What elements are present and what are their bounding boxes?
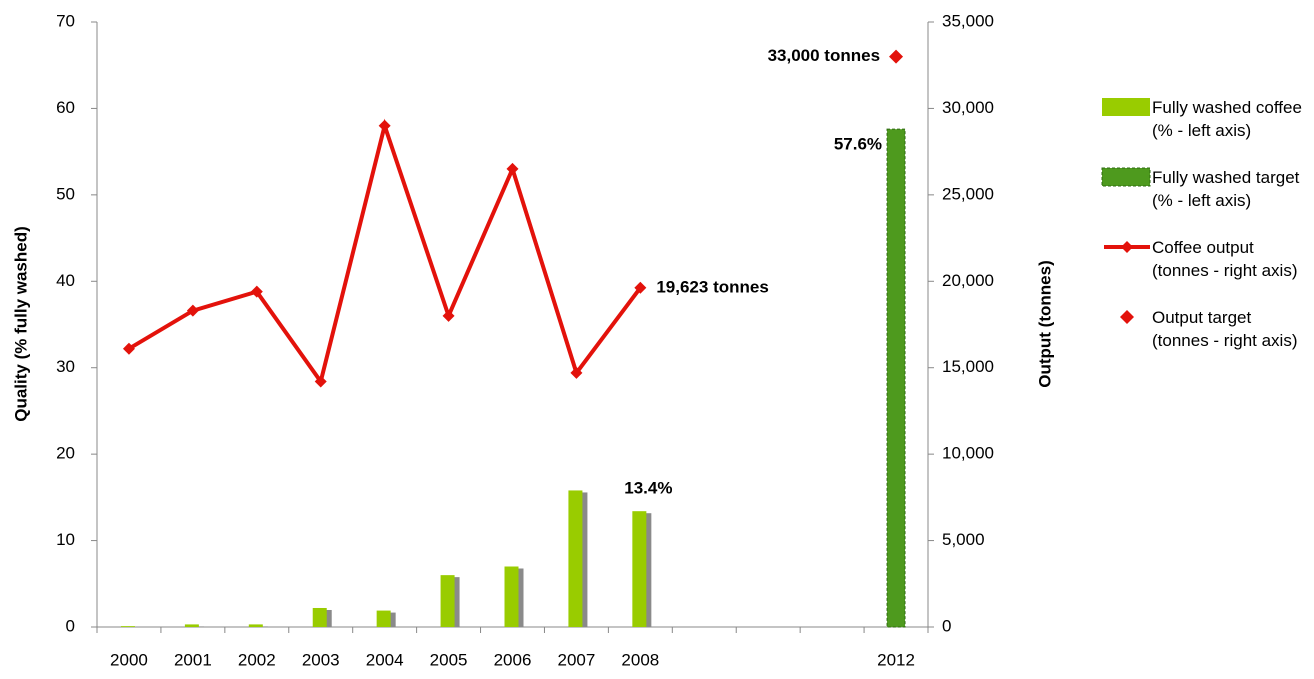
y2-axis-title: Output (tonnes) xyxy=(1035,260,1054,387)
y-tick-label: 10 xyxy=(56,530,75,549)
legend-key xyxy=(1102,98,1150,116)
line-marker xyxy=(506,162,519,175)
x-tick-label: 2001 xyxy=(174,650,212,669)
legend-label: Fully washed target (% - left axis) xyxy=(1152,168,1300,210)
y2-tick-label: 5,000 xyxy=(942,530,985,549)
y-tick-label: 60 xyxy=(56,98,75,117)
legend-label: Coffee output (tonnes - right axis) xyxy=(1152,238,1298,280)
y2-tick-label: 30,000 xyxy=(942,98,994,117)
x-tick-label: 2012 xyxy=(877,650,915,669)
legend-key xyxy=(1104,241,1150,253)
bar xyxy=(376,610,391,627)
legend-marker xyxy=(1121,241,1133,253)
y-tick-label: 20 xyxy=(56,444,75,463)
legend-swatch xyxy=(1101,167,1151,187)
line xyxy=(127,118,642,387)
data-label: 13.4% xyxy=(624,479,672,498)
x-tick-label: 2004 xyxy=(366,650,404,669)
legend-key xyxy=(1120,310,1134,324)
legend-item: Coffee output (tonnes - right axis) xyxy=(1100,236,1310,282)
line-marker xyxy=(186,304,199,317)
y-tick-label: 40 xyxy=(56,271,75,290)
line-marker xyxy=(442,309,455,322)
data-label: 57.6% xyxy=(834,135,882,154)
y-tick-label: 0 xyxy=(66,616,75,635)
x-tick-label: 2005 xyxy=(430,650,468,669)
point xyxy=(889,49,904,64)
y2-tick-label: 0 xyxy=(942,616,951,635)
y-tick-label: 50 xyxy=(56,184,75,203)
legend-swatch xyxy=(1102,98,1150,116)
y2-tick-label: 10,000 xyxy=(942,444,994,463)
legend-item: Fully washed target (% - left axis) xyxy=(1100,166,1310,212)
legend-item: Fully washed coffee (% - left axis) xyxy=(1100,96,1310,142)
data-label: 33,000 tonnes xyxy=(768,46,880,65)
y-tick-label: 30 xyxy=(56,357,75,376)
x-tick-label: 2006 xyxy=(494,650,532,669)
x-tick-label: 2007 xyxy=(558,650,596,669)
legend-key xyxy=(1101,167,1151,187)
x-tick-label: 2008 xyxy=(621,650,659,669)
legend-marker xyxy=(1120,310,1134,324)
y2-tick-label: 20,000 xyxy=(942,271,994,290)
bar xyxy=(504,566,519,627)
y2-tick-label: 15,000 xyxy=(942,357,994,376)
bar xyxy=(440,575,455,627)
data-label: 19,623 tonnes xyxy=(656,277,768,296)
bar xyxy=(568,490,583,627)
legend-label: Output target (tonnes - right axis) xyxy=(1152,308,1298,350)
y-tick-label: 70 xyxy=(56,11,75,30)
bar xyxy=(312,607,327,627)
legend-item: Output target (tonnes - right axis) xyxy=(1100,306,1310,352)
y2-tick-label: 35,000 xyxy=(942,11,994,30)
x-tick-label: 2002 xyxy=(238,650,276,669)
line-marker xyxy=(570,366,583,379)
legend: Fully washed coffee (% - left axis) Fully… xyxy=(1100,96,1310,376)
line-marker xyxy=(250,285,263,298)
bar xyxy=(120,626,135,627)
y2-tick-label: 25,000 xyxy=(942,184,994,203)
legend-label: Fully washed coffee (% - left axis) xyxy=(1152,98,1302,140)
bar xyxy=(184,624,199,627)
bar xyxy=(248,624,263,627)
x-tick-label: 2003 xyxy=(302,650,340,669)
y-axis-title: Quality (% fully washed) xyxy=(11,226,30,422)
bar xyxy=(632,511,647,627)
line-marker xyxy=(122,342,135,355)
bar xyxy=(886,128,906,628)
line-marker xyxy=(378,119,391,132)
line-marker xyxy=(314,375,327,388)
line-marker xyxy=(634,281,647,294)
x-tick-label: 2000 xyxy=(110,650,148,669)
